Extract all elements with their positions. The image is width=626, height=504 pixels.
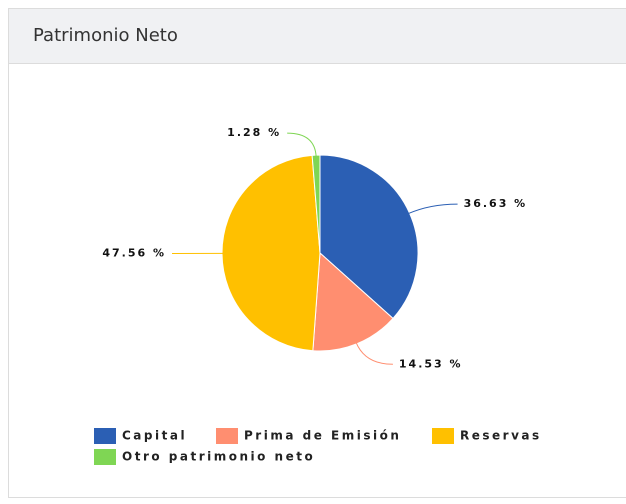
data-label: 14.53 % bbox=[399, 357, 463, 370]
panel-header bbox=[9, 9, 626, 64]
leader-line bbox=[407, 203, 458, 215]
legend-label: Prima de Emisión bbox=[244, 429, 401, 443]
leader-line bbox=[287, 132, 317, 158]
legend-label: Capital bbox=[122, 429, 187, 443]
legend-swatch bbox=[94, 428, 116, 444]
data-label: 47.56 % bbox=[102, 246, 166, 259]
legend-swatch bbox=[94, 449, 116, 465]
panel-title: Patrimonio Neto bbox=[33, 25, 178, 46]
legend-swatch bbox=[216, 428, 238, 444]
legend-swatch bbox=[432, 428, 454, 444]
legend-label: Reservas bbox=[460, 429, 542, 443]
legend-label: Otro patrimonio neto bbox=[122, 450, 315, 464]
data-label: 36.63 % bbox=[464, 197, 528, 210]
pie-slice bbox=[221, 154, 321, 352]
data-label: 1.28 % bbox=[227, 126, 281, 139]
panel: Patrimonio Neto bbox=[8, 8, 626, 498]
leader-line bbox=[355, 341, 393, 365]
